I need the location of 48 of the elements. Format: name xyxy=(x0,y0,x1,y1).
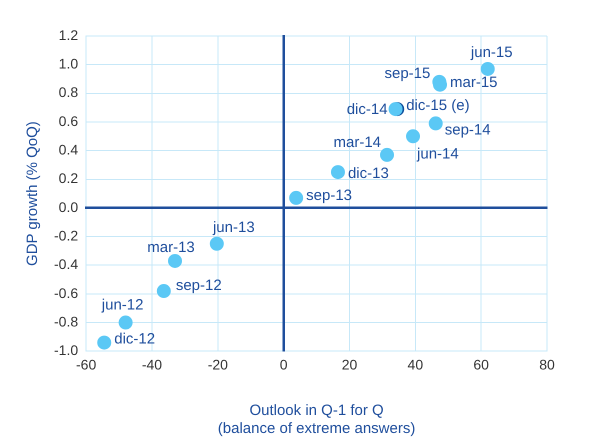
y-tick-label: 1.0 xyxy=(58,56,78,72)
x-tick-label: 40 xyxy=(408,356,424,372)
x-tick-label: -40 xyxy=(142,356,162,372)
y-tick-label: -0.6 xyxy=(54,284,78,301)
y-tick-label: 0.2 xyxy=(58,170,78,186)
x-tick-label: -60 xyxy=(76,356,96,372)
annotation: jun-14 xyxy=(416,145,459,162)
annotation: sep-13 xyxy=(306,187,352,204)
annotation: jun-15 xyxy=(470,44,513,62)
x-tick-label: 20 xyxy=(342,356,358,372)
annotation: jun-12 xyxy=(100,296,144,314)
annotation: mar-13 xyxy=(147,239,195,256)
annotation: sep-14 xyxy=(444,122,491,139)
annotation: mar-14 xyxy=(333,134,382,152)
annotation: dic-13 xyxy=(348,165,389,182)
annotation: jun-13 xyxy=(212,218,255,236)
point xyxy=(156,284,171,298)
y-tick-label: -0.2 xyxy=(54,227,78,244)
y-axis-title: GDP growth (% QoQ) xyxy=(24,121,42,266)
point xyxy=(97,336,112,350)
x-tick-label: 60 xyxy=(473,356,490,372)
y-tick-label: -0.8 xyxy=(54,313,78,330)
x-tick-label: 80 xyxy=(539,356,555,372)
point xyxy=(289,190,304,205)
annotation: sep-15 xyxy=(384,64,430,82)
y-tick-label: -0.4 xyxy=(54,256,78,272)
point xyxy=(428,116,443,130)
point xyxy=(406,129,420,144)
point xyxy=(380,148,394,162)
annotation: dic-15 (e) xyxy=(406,97,470,114)
y-tick-label: 0.4 xyxy=(58,141,78,158)
y-tick-label: 0.8 xyxy=(58,84,78,100)
annotation: mar-15 xyxy=(450,74,498,91)
y-tick-label: -1.0 xyxy=(54,342,78,358)
point xyxy=(480,62,495,76)
y-tick-label: 0.6 xyxy=(58,112,78,129)
x-axis-title: Outlook in Q-1 for Q (balance of extreme answers) xyxy=(218,402,416,438)
point xyxy=(118,316,133,330)
annotation: dic-14 xyxy=(346,101,388,118)
x-tick-label: 0 xyxy=(280,356,288,372)
y-tick-label: 0.0 xyxy=(58,198,78,215)
annotation: dic-12 xyxy=(114,330,156,348)
point xyxy=(168,254,182,268)
x-tick-label: -20 xyxy=(208,356,228,372)
point xyxy=(330,165,345,180)
point xyxy=(210,236,224,251)
annotation: sep-12 xyxy=(176,277,222,294)
y-tick-label: 1.2 xyxy=(58,26,78,43)
